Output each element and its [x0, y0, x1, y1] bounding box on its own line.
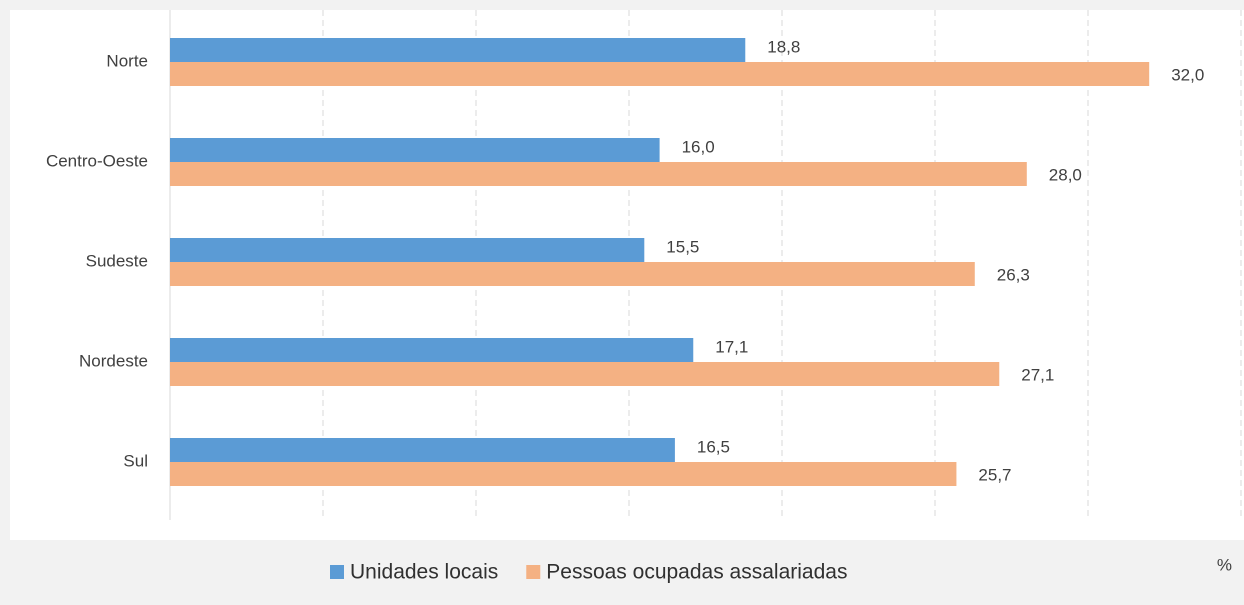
legend-swatch: [330, 565, 344, 579]
data-label: 18,8: [767, 37, 800, 56]
y-tick-label: Centro-Oeste: [46, 151, 148, 170]
y-tick-label: Norte: [106, 51, 148, 70]
bar: [170, 138, 660, 162]
data-label: 15,5: [666, 237, 699, 256]
bar: [170, 162, 1027, 186]
bar: [170, 262, 975, 286]
legend-label: Unidades locais: [350, 561, 498, 584]
y-tick-label: Sudeste: [86, 251, 148, 270]
legend-label: Pessoas ocupadas assalariadas: [546, 561, 847, 584]
data-label: 17,1: [715, 337, 748, 356]
bar: [170, 238, 645, 262]
bar: [170, 338, 694, 362]
bar: [170, 62, 1150, 86]
bar: [170, 38, 746, 62]
bar: [170, 438, 675, 462]
unit-label: %: [1217, 555, 1232, 574]
data-label: 28,0: [1049, 165, 1082, 184]
data-label: 25,7: [978, 465, 1011, 484]
legend-swatch: [526, 565, 541, 579]
data-label: 32,0: [1171, 65, 1204, 84]
y-tick-label: Nordeste: [79, 351, 148, 370]
bar: [170, 362, 1000, 386]
bar: [170, 462, 957, 486]
data-label: 27,1: [1021, 365, 1054, 384]
data-label: 16,5: [697, 437, 730, 456]
data-label: 26,3: [997, 265, 1030, 284]
y-tick-label: Sul: [123, 451, 148, 470]
data-label: 16,0: [682, 137, 715, 156]
